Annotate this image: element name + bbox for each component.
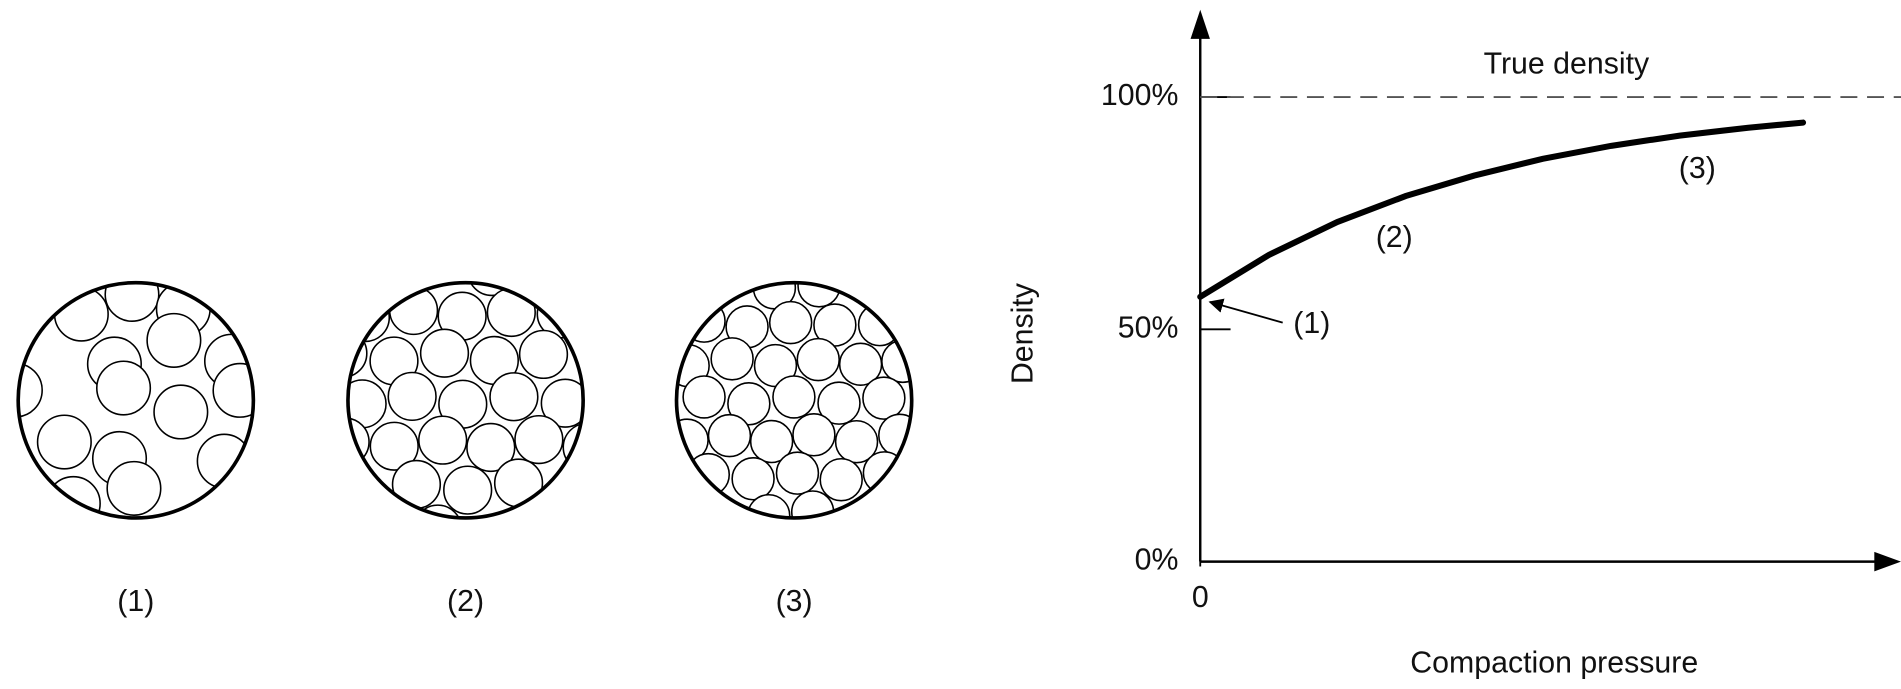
particle bbox=[708, 415, 750, 457]
y-tick-label: 100% bbox=[1101, 79, 1178, 112]
x-axis-arrow bbox=[1874, 552, 1901, 571]
x-tick-label: 0 bbox=[1192, 581, 1209, 614]
particle bbox=[683, 300, 725, 342]
particle bbox=[105, 268, 159, 322]
particle bbox=[863, 377, 905, 419]
x-axis-title: Compaction pressure bbox=[1410, 647, 1698, 680]
particle bbox=[520, 331, 568, 379]
particle bbox=[773, 376, 815, 418]
particle bbox=[770, 302, 812, 344]
particle bbox=[495, 459, 543, 507]
particle bbox=[732, 458, 774, 500]
diagram-label: (1) bbox=[117, 585, 154, 618]
density-curve bbox=[1200, 123, 1803, 297]
y-tick-label: 50% bbox=[1118, 311, 1179, 344]
particle-group bbox=[0, 268, 267, 531]
particle bbox=[107, 462, 161, 516]
diagram-label: (3) bbox=[776, 585, 813, 618]
y-tick-label: 0% bbox=[1135, 544, 1179, 577]
particle bbox=[388, 372, 436, 420]
annotation: (3) bbox=[1679, 152, 1716, 185]
particle bbox=[487, 289, 535, 337]
particle-group bbox=[319, 248, 611, 553]
annotation: (2) bbox=[1376, 221, 1413, 254]
particle bbox=[154, 385, 208, 439]
particle bbox=[213, 364, 267, 418]
particle bbox=[563, 423, 611, 471]
particle bbox=[468, 248, 516, 296]
particle bbox=[711, 338, 753, 380]
particle bbox=[797, 339, 839, 381]
particle bbox=[414, 505, 462, 553]
y-axis-title: Density bbox=[1006, 282, 1039, 384]
particle bbox=[147, 314, 201, 368]
particle bbox=[393, 461, 441, 509]
particle bbox=[490, 373, 538, 421]
particle bbox=[777, 452, 819, 494]
particle bbox=[820, 459, 862, 501]
particle bbox=[444, 466, 492, 514]
annotation: (1) bbox=[1293, 307, 1330, 340]
particle bbox=[419, 416, 467, 464]
diagram-label: (2) bbox=[447, 585, 484, 618]
particle bbox=[97, 361, 151, 415]
particle bbox=[793, 414, 835, 456]
particle bbox=[882, 340, 924, 382]
reference-label: True density bbox=[1484, 47, 1650, 80]
figure: Compaction pressure Density (1) (2) (3) 0% 5… bbox=[0, 0, 1901, 689]
particle bbox=[421, 329, 469, 377]
particle bbox=[38, 415, 92, 469]
y-axis-arrow bbox=[1191, 10, 1210, 39]
particle bbox=[338, 380, 386, 428]
particle-group bbox=[666, 265, 924, 537]
particle bbox=[863, 452, 905, 494]
annotation-arrow bbox=[1210, 302, 1283, 323]
particle bbox=[515, 416, 563, 464]
particle bbox=[683, 376, 725, 418]
